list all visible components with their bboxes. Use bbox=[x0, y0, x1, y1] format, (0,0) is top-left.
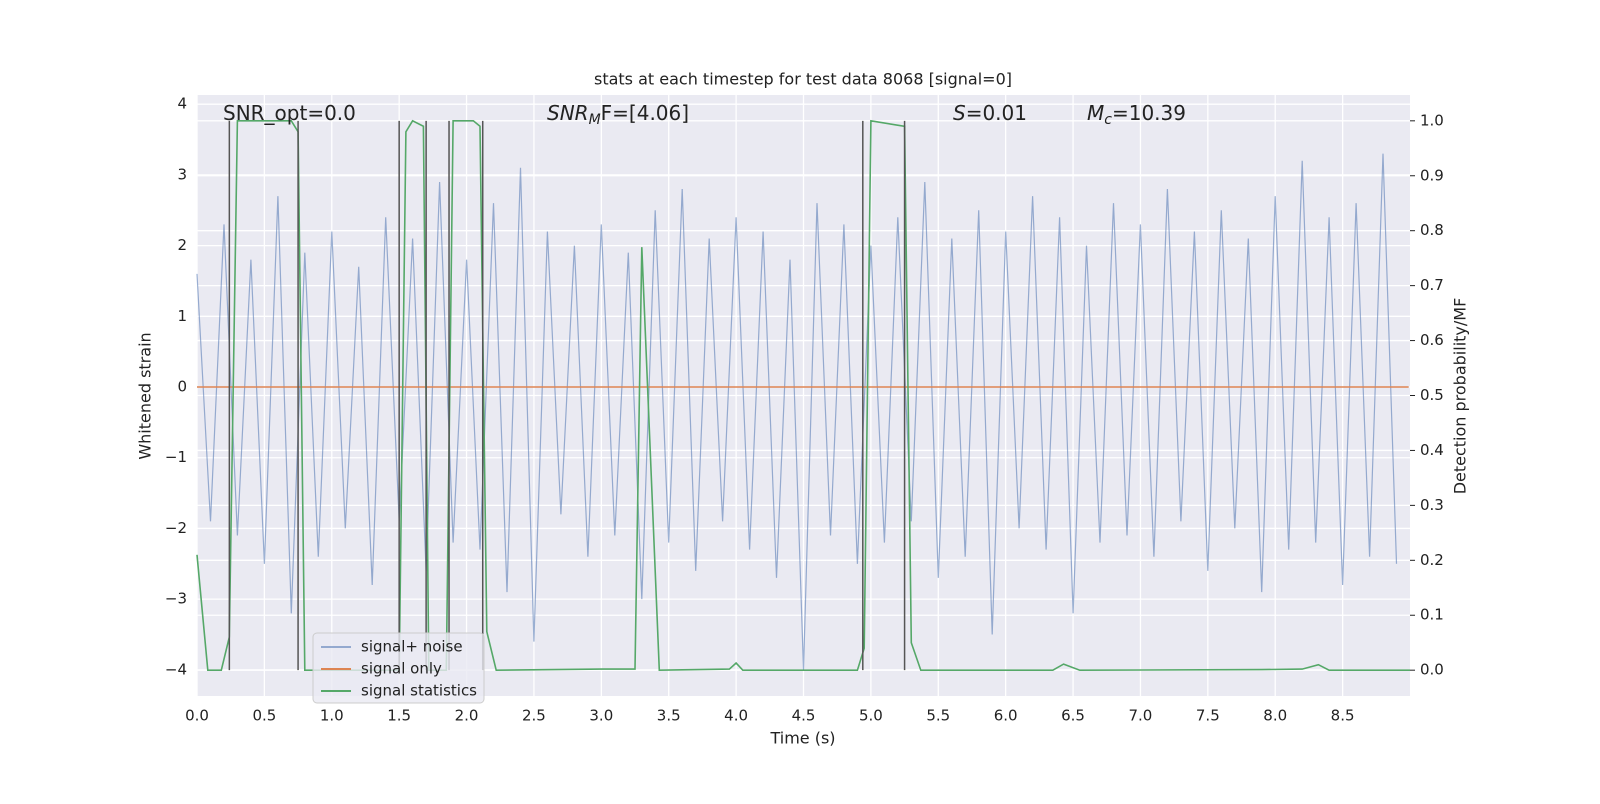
x-tick-label: 0.0 bbox=[185, 707, 209, 725]
x-tick-label: 1.5 bbox=[387, 707, 411, 725]
annotation: SNRMF=[4.06] bbox=[547, 101, 689, 129]
x-tick-label: 2.5 bbox=[522, 707, 546, 725]
annotation-text: SNR bbox=[547, 101, 589, 125]
y-tick-label: 2 bbox=[177, 236, 187, 254]
x-tick-label: 3.5 bbox=[657, 707, 681, 725]
y-axis-label: Whitened strain bbox=[136, 332, 155, 459]
y-tick-label: −4 bbox=[165, 660, 187, 678]
y2-tick-label: 0.3 bbox=[1420, 496, 1444, 514]
x-tick-label: 7.5 bbox=[1196, 707, 1220, 725]
marks bbox=[196, 119, 1410, 672]
x-tick-label: 8.5 bbox=[1331, 707, 1355, 725]
x-tick-label: 2.0 bbox=[455, 707, 479, 725]
x-tick-label: 5.0 bbox=[859, 707, 883, 725]
series-line bbox=[196, 119, 1410, 672]
annotation-rest: =10.39 bbox=[1112, 101, 1186, 125]
y2-tick-label: 0.0 bbox=[1420, 661, 1444, 679]
annotation-sub: M bbox=[589, 112, 601, 128]
y-tick-label: 1 bbox=[177, 307, 187, 325]
y2-tick-label: 0.8 bbox=[1420, 221, 1444, 239]
annotation-rest: =0.01 bbox=[966, 101, 1027, 125]
annotation: S=0.01 bbox=[953, 101, 1027, 125]
x-tick-label: 4.0 bbox=[724, 707, 748, 725]
x-tick-label: 6.0 bbox=[994, 707, 1018, 725]
y2-tick-label: 0.7 bbox=[1420, 276, 1444, 294]
series-line bbox=[196, 153, 1398, 670]
annotation: Mc=10.39 bbox=[1087, 101, 1186, 129]
y-tick-label: −3 bbox=[165, 590, 187, 608]
annotation: SNR_opt=0.0 bbox=[223, 101, 356, 125]
y-tick-label: 0 bbox=[177, 378, 187, 396]
x-tick-label: 5.5 bbox=[926, 707, 950, 725]
legend-label: signal only bbox=[361, 660, 442, 678]
annotation-sub: c bbox=[1104, 112, 1112, 128]
legend-label: signal statistics bbox=[361, 682, 477, 700]
y2-tick-label: 0.4 bbox=[1420, 441, 1444, 459]
x-tick-label: 1.0 bbox=[320, 707, 344, 725]
x-tick-label: 3.0 bbox=[589, 707, 613, 725]
y2-tick-label: 0.1 bbox=[1420, 606, 1444, 624]
y2-axis-label: Detection probability/MF bbox=[1451, 298, 1470, 495]
legend-label: signal+ noise bbox=[361, 638, 463, 656]
x-tick-label: 4.5 bbox=[792, 707, 816, 725]
x-tick-label: 7.0 bbox=[1129, 707, 1153, 725]
grid bbox=[196, 95, 1415, 696]
legend: signal+ noise signal only signal statistic… bbox=[312, 632, 485, 704]
annotation-text: S bbox=[953, 101, 966, 125]
annotation-rest: F=[4.06] bbox=[601, 101, 689, 125]
y-tick-label: 3 bbox=[177, 165, 187, 183]
x-axis-label: Time (s) bbox=[769, 729, 835, 748]
y2-tick-label: 0.9 bbox=[1420, 166, 1444, 184]
annotation-text: M bbox=[1087, 101, 1104, 125]
y-tick-label: −1 bbox=[165, 448, 187, 466]
y-tick-label: 4 bbox=[177, 95, 187, 113]
y2-tick-label: 1.0 bbox=[1420, 111, 1444, 129]
legend-box bbox=[312, 632, 485, 704]
chart-title: stats at each timestep for test data 806… bbox=[594, 70, 1012, 89]
annotation-text: SNR_opt=0.0 bbox=[223, 101, 356, 125]
x-tick-label: 6.5 bbox=[1061, 707, 1085, 725]
x-tick-label: 0.5 bbox=[252, 707, 276, 725]
y2-tick-label: 0.5 bbox=[1420, 386, 1444, 404]
x-tick-label: 8.0 bbox=[1263, 707, 1287, 725]
y2-tick-label: 0.6 bbox=[1420, 331, 1444, 349]
y-tick-label: −2 bbox=[165, 519, 187, 537]
y2-tick-label: 0.2 bbox=[1420, 551, 1444, 569]
